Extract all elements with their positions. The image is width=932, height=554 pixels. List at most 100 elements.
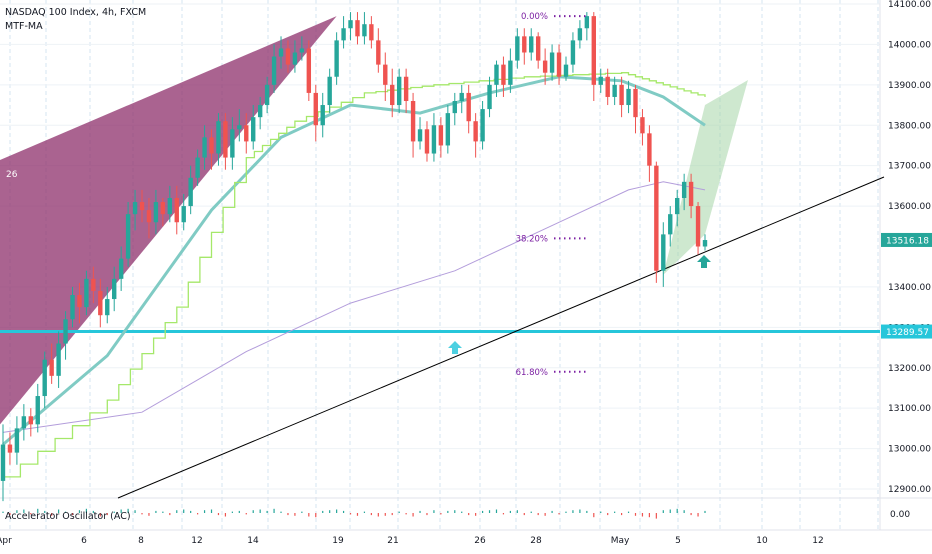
candle-body — [647, 133, 652, 166]
candle — [452, 92, 457, 126]
candle-body — [654, 165, 659, 271]
candle-body — [612, 84, 617, 97]
candle-body — [605, 76, 610, 97]
oscillator-pane: Accelerator Oscillator (AC) 0.00 — [2, 508, 910, 522]
candle — [56, 331, 61, 388]
candle — [688, 173, 694, 219]
candle-body — [202, 137, 207, 158]
candle-body — [396, 76, 402, 106]
candle — [626, 80, 631, 114]
candle-body — [244, 125, 249, 142]
candle — [112, 266, 117, 312]
candle — [188, 165, 193, 215]
candle — [445, 105, 451, 154]
candle-body — [598, 76, 603, 85]
candle — [63, 311, 68, 360]
bullish-pattern-right — [626, 80, 748, 275]
candle — [549, 44, 555, 81]
candle-body — [146, 210, 152, 223]
candle — [438, 117, 444, 158]
date-tick-label: May — [611, 536, 630, 546]
candle-body — [285, 48, 291, 65]
candle-body — [77, 295, 82, 308]
candle-body — [271, 56, 277, 85]
candle-body — [466, 92, 471, 122]
trend-line — [117, 176, 885, 499]
fib-level-label: 38.20% — [516, 234, 548, 244]
fib-level-label: 0.00% — [521, 12, 548, 22]
price-badge-bg — [881, 324, 932, 339]
candle — [612, 76, 617, 106]
candle-body — [348, 20, 353, 29]
price-tick-label: 13000.00 — [888, 445, 931, 455]
candle — [570, 32, 576, 73]
candle-body — [160, 202, 166, 215]
candle — [341, 16, 346, 49]
candle-body — [181, 206, 186, 223]
candle-body — [702, 240, 708, 247]
price-tick-label: 13600.00 — [888, 202, 931, 212]
candle-body — [383, 64, 388, 85]
candle — [271, 44, 277, 93]
date-tick-label: 19 — [332, 536, 344, 546]
annotations: 0.00% 38.20% 61.80% — [448, 12, 711, 378]
candle-body — [299, 48, 305, 53]
candle — [334, 32, 339, 85]
candle-body — [695, 206, 701, 247]
candle-body — [306, 48, 312, 93]
candle-body — [376, 40, 381, 65]
candle-body — [0, 444, 6, 481]
candle — [14, 416, 20, 465]
candle-body — [56, 343, 61, 376]
candle-body — [445, 113, 451, 146]
candle — [264, 76, 270, 114]
candle-body — [535, 36, 541, 61]
candle — [494, 60, 499, 97]
candle-body — [21, 416, 27, 429]
candle-body — [549, 52, 555, 73]
candle — [153, 189, 159, 235]
candle-body — [35, 396, 40, 425]
date-tick-label: 14 — [247, 536, 259, 546]
candle — [28, 408, 34, 437]
candle-body — [681, 181, 687, 198]
candle — [501, 56, 506, 97]
candle — [132, 189, 138, 231]
candle — [105, 286, 110, 324]
candle — [598, 68, 603, 93]
candle-body — [570, 40, 576, 65]
price-tick-label: 13400.00 — [888, 283, 931, 293]
candle-body — [91, 278, 96, 291]
candle — [403, 68, 409, 114]
candle-body — [292, 52, 298, 65]
candle-body — [410, 101, 416, 142]
candle — [285, 40, 291, 73]
candle — [459, 84, 464, 114]
date-tick-label: Apr — [0, 536, 12, 546]
candle — [202, 125, 207, 170]
candle-body — [118, 258, 124, 279]
oscillator-label: Accelerator Oscillator (AC) — [5, 511, 131, 522]
date-tick-label: 5 — [675, 536, 681, 546]
candle-body — [473, 121, 478, 142]
candle-body — [313, 92, 318, 126]
candle-body — [167, 198, 173, 215]
candle-body — [542, 60, 548, 73]
candle — [306, 40, 312, 101]
candle-body — [390, 84, 395, 106]
price-badge: 13289.57 — [881, 324, 932, 339]
candle — [139, 189, 145, 223]
candle — [542, 48, 548, 85]
candle-body — [174, 198, 179, 223]
harmonic-patterns: 26 — [0, 16, 885, 499]
candle — [313, 84, 318, 142]
candle — [605, 68, 610, 106]
candle — [563, 56, 569, 81]
candle-body — [626, 88, 631, 106]
candle-body — [403, 76, 409, 101]
candle-body — [501, 64, 506, 85]
candle — [654, 161, 659, 283]
candle — [174, 185, 179, 235]
candle — [292, 40, 298, 73]
